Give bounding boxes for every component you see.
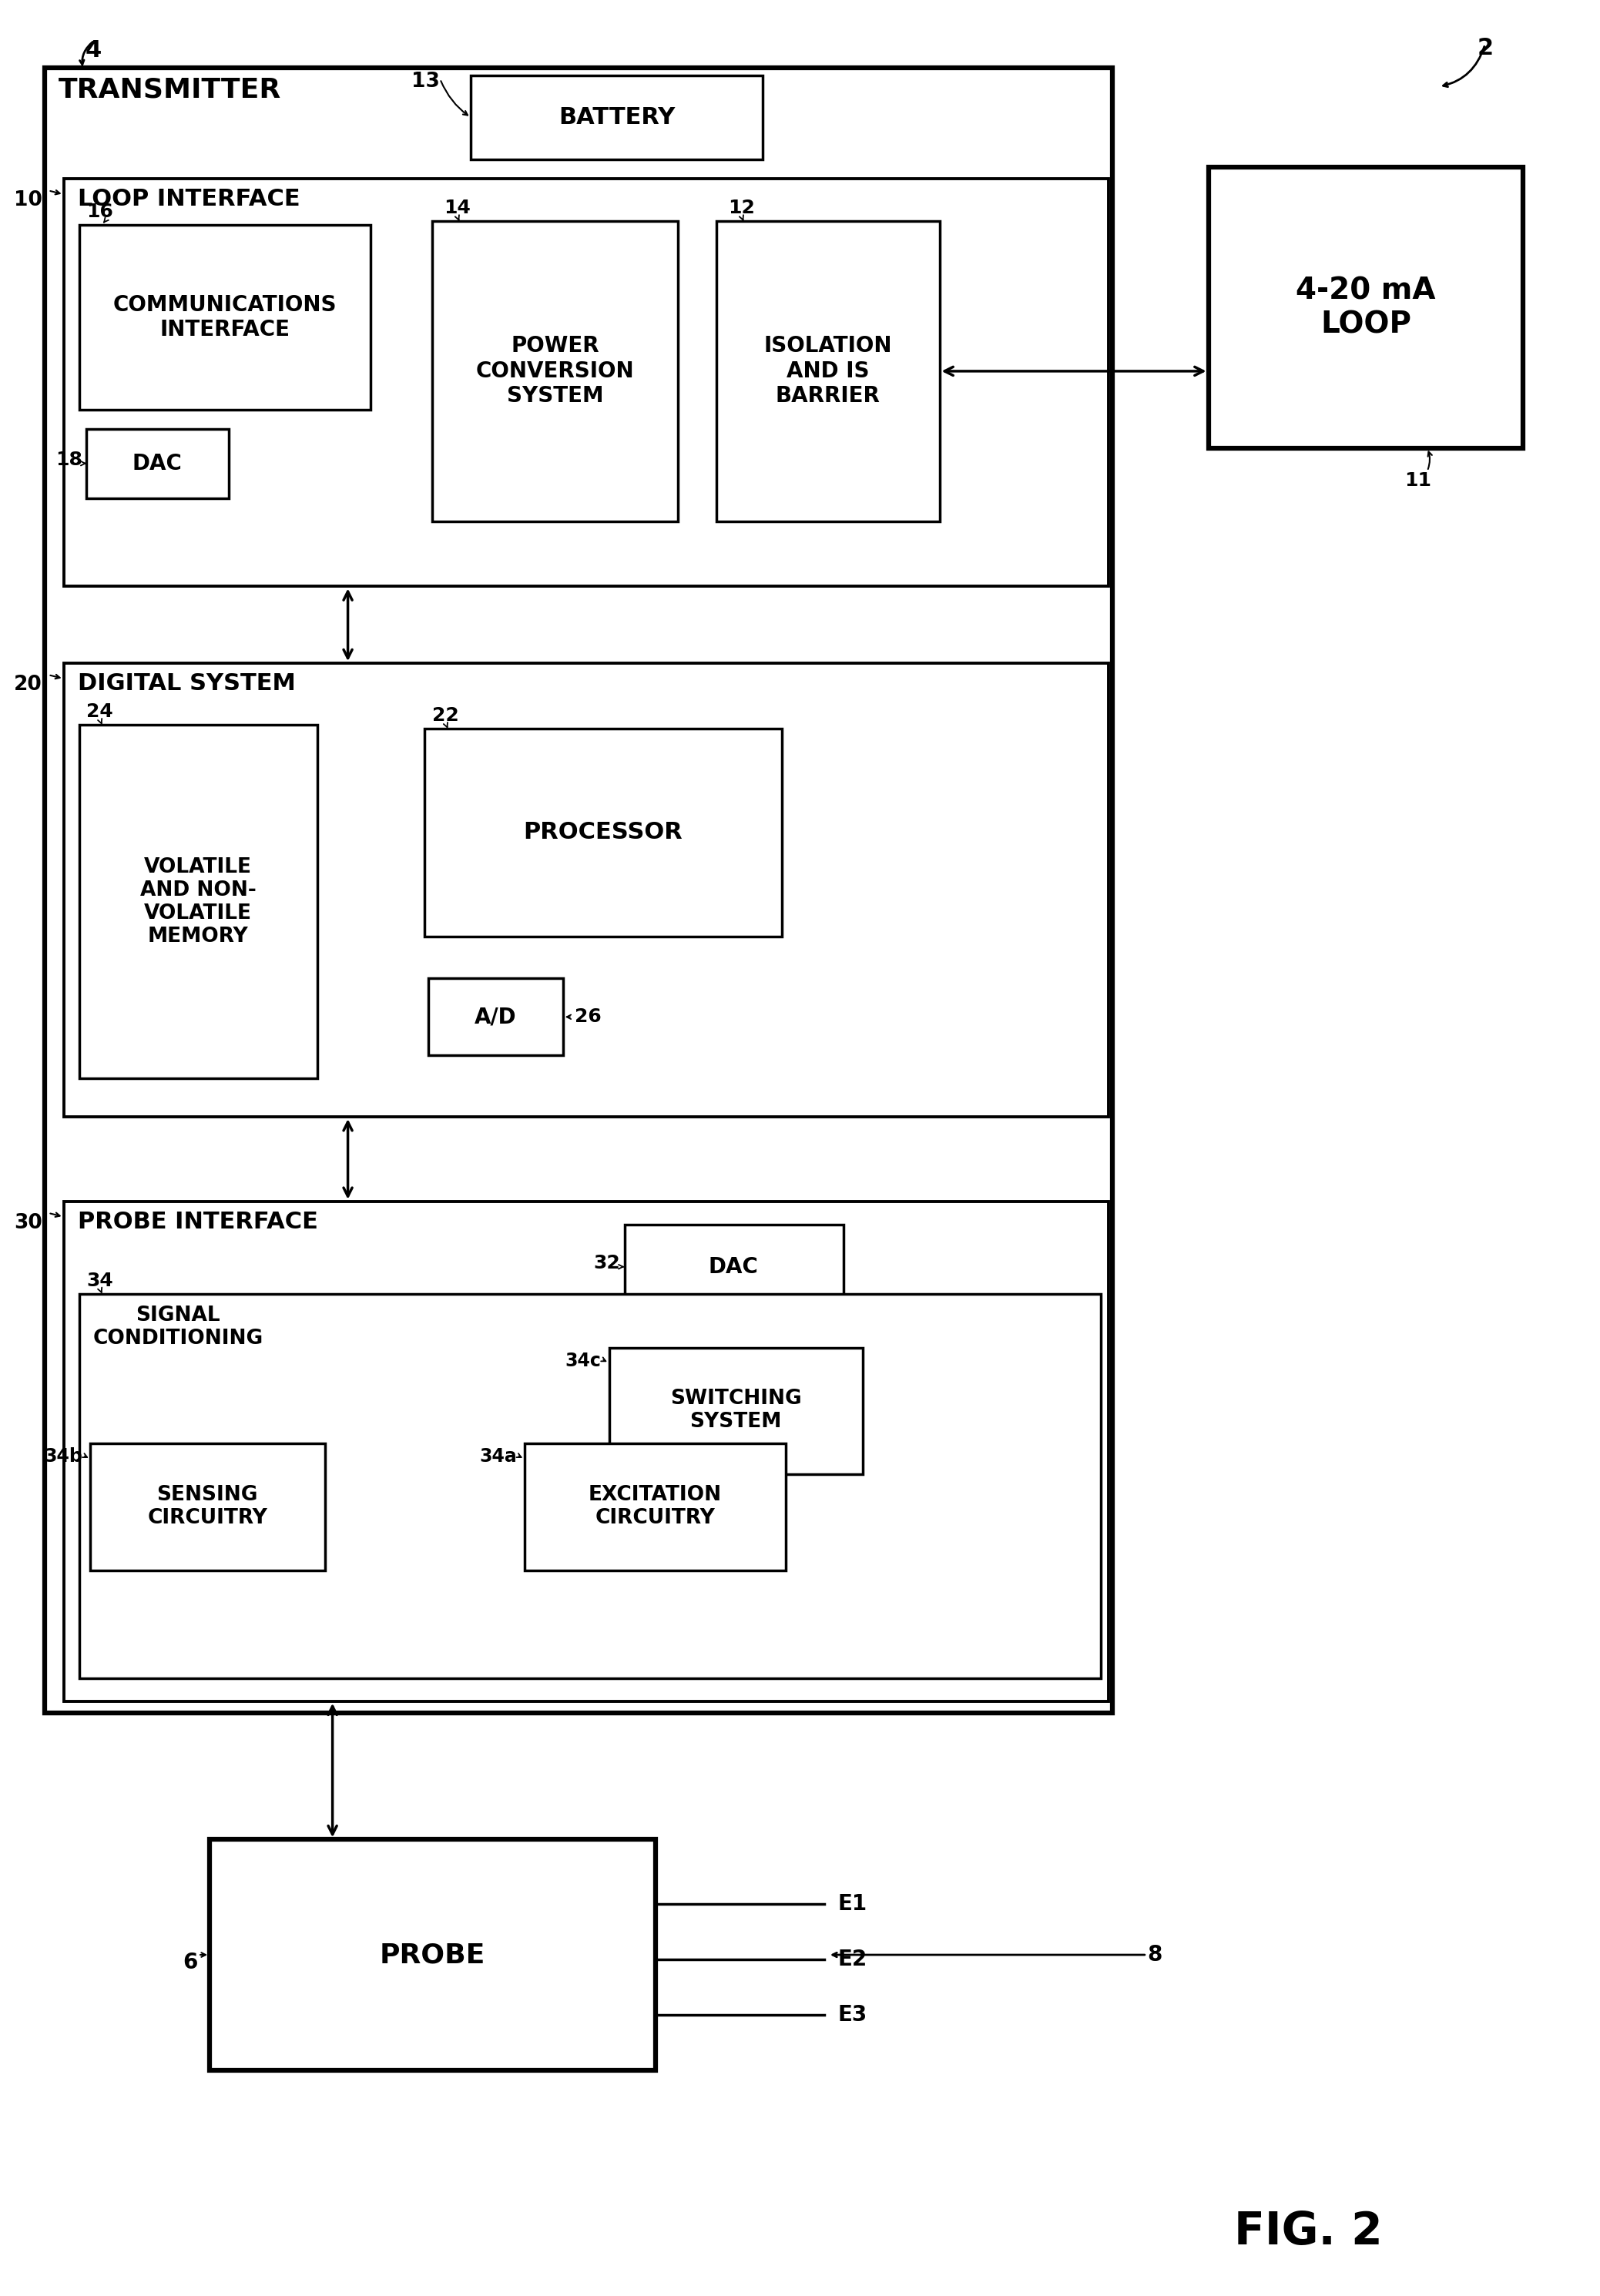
Text: TRANSMITTER: TRANSMITTER [58, 76, 282, 103]
Text: SIGNAL
CONDITIONING: SIGNAL CONDITIONING [93, 1304, 264, 1348]
Text: 11: 11 [1405, 471, 1432, 489]
Text: ISOLATION
AND IS
BARRIER: ISOLATION AND IS BARRIER [763, 335, 893, 406]
Bar [64, 179, 1109, 585]
Text: EXCITATION
CIRCUITRY: EXCITATION CIRCUITRY [589, 1486, 722, 1529]
Text: E3: E3 [838, 2004, 867, 2025]
Text: 34c: 34c [565, 1352, 602, 1371]
Bar [210, 1839, 654, 2071]
Text: 34a: 34a [480, 1446, 517, 1465]
Text: 30: 30 [14, 1212, 42, 1233]
Bar [432, 220, 678, 521]
Text: A/D: A/D [474, 1006, 517, 1029]
Bar [64, 664, 1109, 1116]
Text: PROBE: PROBE [379, 1942, 485, 1968]
Text: SENSING
CIRCUITRY: SENSING CIRCUITRY [147, 1486, 267, 1529]
Text: POWER
CONVERSION
SYSTEM: POWER CONVERSION SYSTEM [477, 335, 635, 406]
Text: 32: 32 [594, 1254, 621, 1272]
Bar [64, 1201, 1109, 1701]
Text: 20: 20 [14, 675, 42, 696]
Text: 13: 13 [411, 71, 440, 92]
Text: SWITCHING
SYSTEM: SWITCHING SYSTEM [670, 1389, 802, 1433]
Text: 34: 34 [86, 1272, 114, 1290]
Bar [78, 225, 371, 409]
Text: 8: 8 [1147, 1945, 1162, 1965]
Text: E2: E2 [838, 1949, 867, 1970]
Text: DAC: DAC [133, 452, 182, 475]
Text: 14: 14 [443, 200, 470, 218]
Text: DIGITAL SYSTEM: DIGITAL SYSTEM [77, 673, 296, 696]
Text: 18: 18 [56, 450, 83, 468]
Bar [525, 1444, 786, 1570]
Text: 16: 16 [86, 202, 114, 220]
Bar [78, 1293, 1101, 1678]
Text: 4: 4 [85, 39, 101, 62]
Text: BATTERY: BATTERY [558, 106, 675, 129]
Text: E1: E1 [838, 1894, 867, 1915]
Text: 10: 10 [14, 191, 42, 211]
Text: COMMUNICATIONS
INTERFACE: COMMUNICATIONS INTERFACE [114, 294, 338, 340]
Bar [91, 1444, 325, 1570]
Bar [624, 1224, 843, 1309]
Bar [1208, 168, 1523, 448]
Text: 24: 24 [86, 703, 114, 721]
Bar [86, 429, 229, 498]
Text: 26: 26 [574, 1008, 602, 1026]
Bar [610, 1348, 862, 1474]
Text: PROCESSOR: PROCESSOR [523, 822, 683, 843]
Text: PROBE INTERFACE: PROBE INTERFACE [77, 1210, 318, 1233]
Text: DAC: DAC [709, 1256, 758, 1277]
Text: 34b: 34b [45, 1446, 83, 1465]
Bar [470, 76, 763, 161]
Text: 4-20 mA
LOOP: 4-20 mA LOOP [1296, 276, 1435, 340]
Text: 12: 12 [728, 200, 755, 218]
Bar [717, 220, 939, 521]
Bar [78, 726, 317, 1079]
Text: VOLATILE
AND NON-
VOLATILE
MEMORY: VOLATILE AND NON- VOLATILE MEMORY [139, 856, 256, 946]
Text: LOOP INTERFACE: LOOP INTERFACE [77, 188, 299, 211]
Text: 6: 6 [182, 1952, 198, 1972]
Text: 22: 22 [432, 707, 459, 726]
Bar [429, 978, 563, 1056]
Text: 2: 2 [1477, 37, 1493, 60]
Text: FIG. 2: FIG. 2 [1234, 2209, 1382, 2255]
Bar [45, 67, 1112, 1713]
Bar [424, 728, 782, 937]
